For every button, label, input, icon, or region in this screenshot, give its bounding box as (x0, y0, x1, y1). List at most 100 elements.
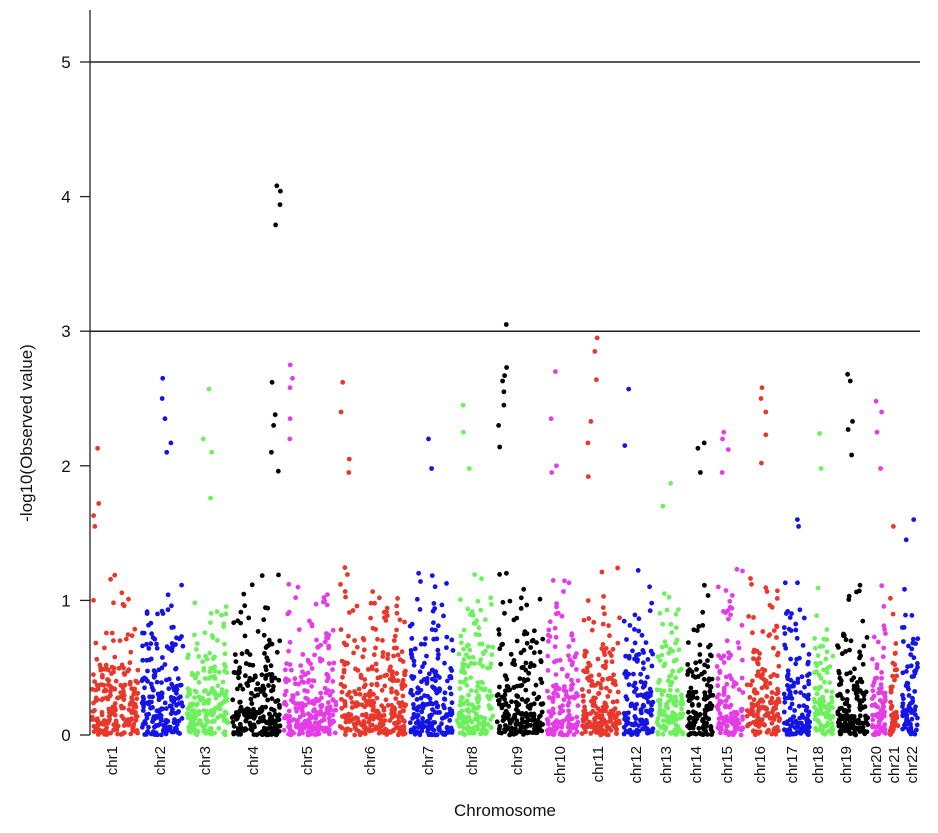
data-point (799, 727, 804, 733)
data-point (249, 701, 255, 706)
data-point (908, 652, 914, 657)
data-point (140, 643, 145, 649)
data-point (790, 731, 796, 737)
data-point (635, 693, 641, 698)
top-hit-point (200, 436, 206, 442)
data-point (414, 697, 420, 702)
data-point (763, 706, 769, 712)
data-point (617, 615, 622, 621)
data-point (263, 704, 268, 710)
data-point (755, 715, 761, 721)
data-point (470, 612, 476, 618)
data-point (371, 652, 377, 658)
data-point (407, 623, 413, 629)
data-point (804, 724, 810, 730)
data-point (638, 679, 644, 685)
data-point (102, 666, 107, 672)
data-point (663, 643, 669, 649)
data-point (636, 616, 642, 622)
data-point (472, 661, 478, 666)
top-hit-point (626, 386, 632, 392)
data-point (423, 636, 428, 641)
data-point (554, 604, 559, 610)
x-tick-label: chr10 (552, 746, 569, 784)
data-point (697, 652, 703, 657)
data-point (749, 701, 755, 707)
data-point (206, 730, 212, 736)
data-point (300, 705, 305, 711)
top-hit-point (758, 396, 764, 401)
data-point (497, 723, 503, 729)
data-point (615, 565, 620, 571)
data-point (639, 632, 645, 638)
data-point (632, 612, 638, 618)
data-point (569, 677, 574, 683)
data-point (480, 723, 486, 728)
data-point (99, 712, 105, 718)
data-point (245, 683, 251, 688)
data-point (169, 648, 175, 653)
data-point (775, 652, 780, 658)
data-point (732, 728, 738, 733)
data-point (902, 586, 907, 592)
data-point (538, 658, 544, 663)
data-point (750, 678, 755, 684)
data-point (370, 698, 376, 704)
data-point (889, 703, 895, 709)
data-point (364, 714, 369, 720)
data-point (533, 682, 539, 688)
data-point (851, 675, 857, 681)
data-point (575, 703, 581, 708)
data-point (678, 712, 684, 718)
data-point (314, 637, 319, 643)
x-tick-label: chr15 (719, 746, 736, 784)
data-point (282, 701, 288, 706)
data-point (339, 696, 344, 702)
y-tick-label: 1 (61, 591, 70, 610)
data-point (461, 627, 467, 633)
data-point (269, 696, 275, 701)
data-point (395, 596, 400, 601)
data-point (818, 660, 823, 666)
data-point (599, 721, 605, 726)
data-point (787, 705, 793, 711)
data-point (693, 660, 699, 666)
data-point (245, 707, 251, 713)
data-point (444, 645, 449, 651)
data-point (112, 572, 118, 578)
data-point (566, 721, 572, 727)
data-point (559, 613, 565, 619)
data-point (661, 718, 666, 724)
data-point (670, 668, 676, 674)
data-point (550, 721, 556, 727)
data-point (523, 729, 529, 734)
data-point (212, 718, 217, 724)
data-point (368, 713, 374, 719)
data-point (668, 622, 674, 627)
data-point (603, 701, 608, 707)
data-point (394, 603, 400, 609)
data-point (414, 690, 420, 696)
data-point (799, 720, 804, 726)
data-point (206, 691, 211, 697)
data-point (696, 624, 702, 629)
data-point (830, 653, 836, 659)
data-point (461, 646, 466, 652)
data-point (591, 619, 597, 625)
data-point (140, 702, 146, 707)
data-point (632, 689, 637, 695)
data-point (736, 687, 742, 692)
data-point (319, 702, 325, 708)
data-point (764, 729, 770, 735)
data-point (622, 671, 628, 677)
data-point (860, 618, 866, 624)
data-point (461, 718, 467, 724)
data-point (89, 716, 95, 721)
data-point (224, 689, 229, 694)
data-point (200, 659, 206, 665)
data-point (306, 717, 312, 723)
data-point (497, 572, 502, 577)
data-point (647, 686, 653, 692)
data-point (321, 717, 327, 723)
data-point (432, 584, 438, 590)
